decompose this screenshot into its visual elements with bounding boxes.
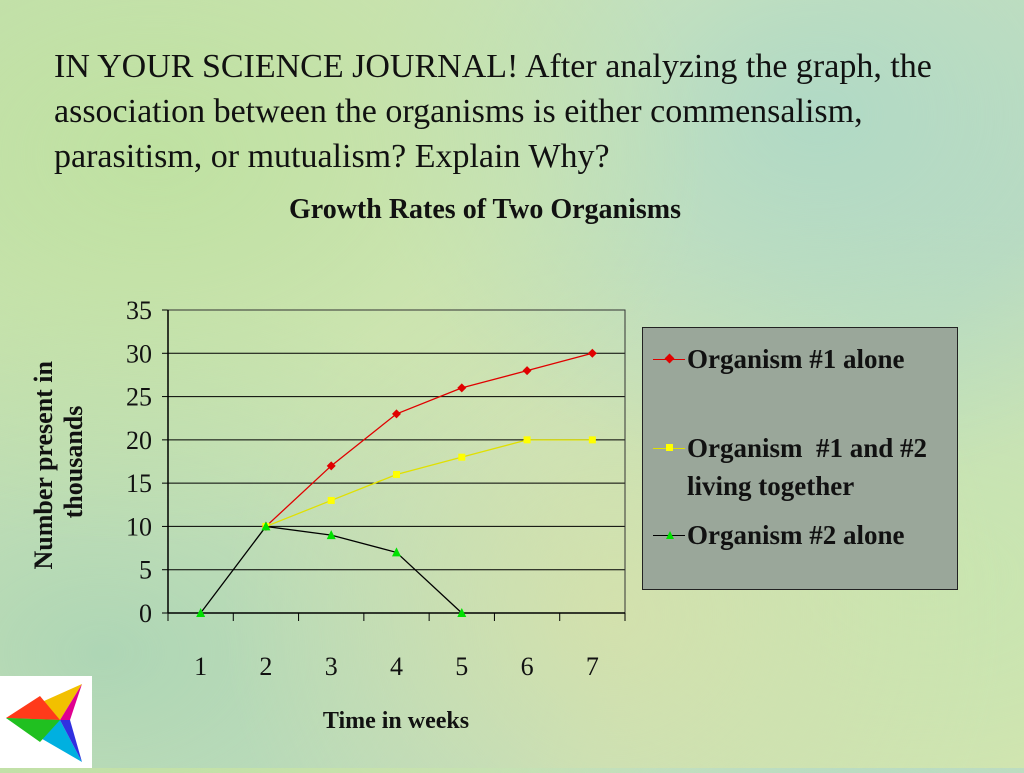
y-tick-label-5: 5 [139, 556, 152, 585]
series-line-1 [265, 439, 593, 528]
y-tick-label-35: 35 [126, 296, 152, 325]
data-point-s1-x6 [523, 436, 531, 444]
x-tick-label-1: 1 [194, 652, 207, 681]
journal-prompt: IN YOUR SCIENCE JOURNAL! After analyzing… [54, 48, 932, 175]
series-line-0 [265, 352, 593, 527]
data-point-s0-x7 [587, 348, 597, 358]
x-tick-label-7: 7 [586, 652, 599, 681]
chart-axes [162, 309, 626, 621]
data-point-s2-x2 [261, 521, 271, 531]
y-tick-label-10: 10 [126, 512, 152, 541]
legend-swatch-organism1 [651, 346, 687, 372]
data-point-s0-x4 [392, 409, 401, 419]
legend-label-organism2: Organism #2 alone [687, 520, 905, 550]
data-point-s0-x6 [522, 366, 532, 376]
legend-label-together: Organism #1 and #2 living together [687, 433, 934, 501]
y-axis-title: Number present in thousands [29, 355, 88, 570]
legend-label-organism1: Organism #1 alone [687, 344, 905, 374]
chart-legend: Organism #1 alone Organism #1 and #2 liv… [642, 327, 958, 590]
data-point-s1-x3 [327, 496, 335, 504]
legend-swatch-together [651, 435, 687, 461]
data-point-s2-x3 [326, 530, 336, 540]
grid-lines [168, 309, 625, 614]
y-tick-label-30: 30 [126, 339, 152, 368]
data-point-s2-x5 [457, 608, 467, 617]
legend-item-together: Organism #1 and #2 living together [651, 433, 947, 505]
x-tick-label-6: 6 [521, 652, 534, 681]
y-axis-title-line1: Number present in [29, 360, 58, 569]
data-point-s1-x4 [393, 470, 400, 478]
x-tick-label-4: 4 [390, 652, 403, 681]
data-point-s1-x5 [458, 453, 466, 461]
y-tick-label-0: 0 [139, 599, 152, 628]
y-tick-label-25: 25 [126, 383, 152, 412]
chart-series [196, 348, 597, 617]
legend-swatch-organism2 [651, 522, 687, 548]
x-tick-label-3: 3 [325, 652, 338, 681]
data-point-s0-x3 [326, 461, 336, 471]
legend-item-organism2: Organism #2 alone [651, 520, 905, 554]
data-point-s0-x5 [457, 383, 467, 393]
x-axis-title: Time in weeks [323, 708, 469, 734]
y-axis-title-line2: thousands [59, 406, 88, 519]
x-tick-label-2: 2 [259, 652, 272, 681]
data-point-s2-x4 [392, 547, 401, 557]
presentation-logo [0, 676, 92, 768]
y-tick-label-15: 15 [126, 469, 152, 498]
y-tick-label-20: 20 [126, 426, 152, 455]
tick-labels: 0 5 10 15 20 25 30 35 1 2 3 4 5 6 7 [126, 296, 599, 681]
prism-logo-icon [6, 684, 82, 762]
chart-title: Growth Rates of Two Organisms [289, 194, 681, 225]
plot-area [167, 309, 626, 614]
data-point-s2-x1 [196, 608, 206, 617]
x-tick-label-5: 5 [455, 652, 468, 681]
legend-item-organism1: Organism #1 alone [651, 344, 905, 378]
data-point-s1-x7 [588, 436, 596, 444]
